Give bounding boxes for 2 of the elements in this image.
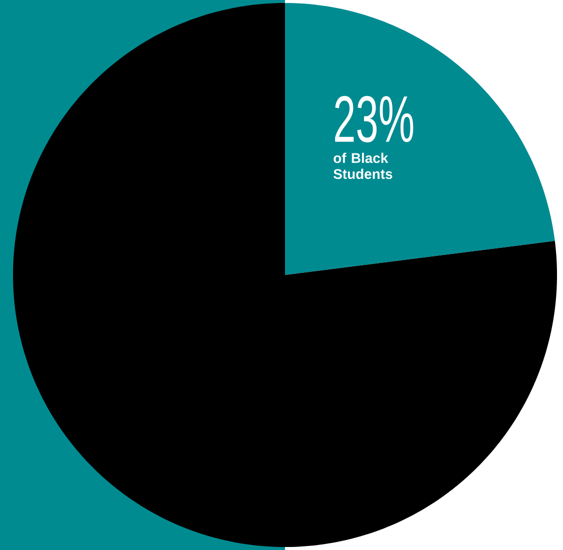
data-label: 23% [335, 96, 414, 142]
slice-label: of Black Students [334, 152, 392, 179]
